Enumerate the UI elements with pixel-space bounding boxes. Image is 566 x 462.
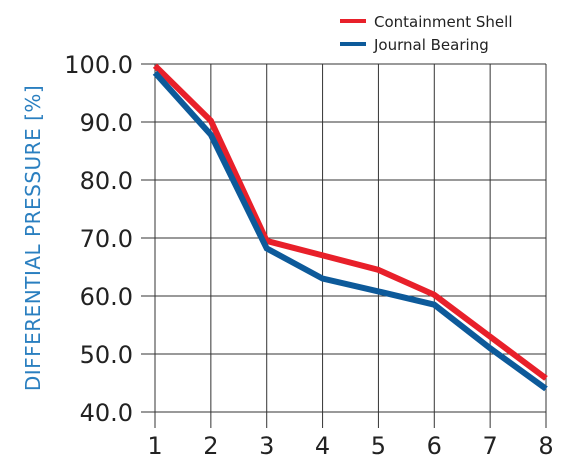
- x-tick-label: 5: [371, 432, 386, 457]
- series-layer: [152, 63, 548, 392]
- y-tick-label: 80.0: [80, 167, 133, 195]
- legend-label: Journal Bearing: [373, 36, 489, 54]
- y-tick-label: 60.0: [80, 283, 133, 311]
- y-tick-label: 90.0: [80, 109, 133, 137]
- legend: Containment Shell Journal Bearing: [340, 13, 513, 54]
- x-tick-label: 7: [483, 432, 498, 457]
- y-axis-label: DIFFERENTIAL PRESSURE [%]: [21, 85, 45, 391]
- x-tick-label: 3: [259, 432, 274, 457]
- y-tick-label: 50.0: [80, 341, 133, 369]
- series-line-containment-shell: [152, 63, 548, 381]
- x-tick-label: 6: [427, 432, 442, 457]
- legend-label: Containment Shell: [374, 13, 513, 31]
- y-axis-ticks: 40.0 50.0 60.0 70.0 80.0 90.0 100.0: [64, 51, 133, 427]
- y-tick-label: 100.0: [64, 51, 133, 79]
- y-tick-label: 70.0: [80, 225, 133, 253]
- x-tick-label: 4: [315, 432, 330, 457]
- x-axis-ticks: 1 2 3 4 5 6 7 8: [147, 432, 553, 460]
- x-tick-label: 1: [147, 432, 162, 457]
- grid: [141, 63, 547, 428]
- series-line-journal-bearing: [152, 70, 548, 392]
- x-tick-label: 2: [203, 432, 218, 457]
- y-tick-label: 40.0: [80, 399, 133, 427]
- x-tick-label: 8: [538, 432, 553, 457]
